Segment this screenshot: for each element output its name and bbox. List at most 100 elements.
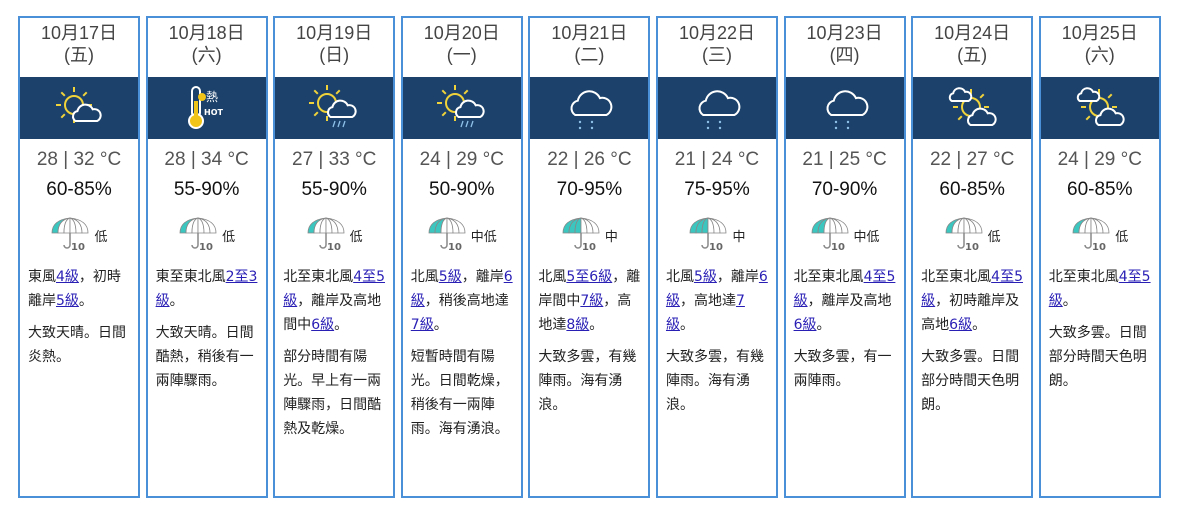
forecast-date: 10月25日 (六) (1041, 18, 1159, 77)
wind-force-link[interactable]: 6級 (410, 269, 513, 309)
wind-forecast: 北至東北風4至5級，離岸及高地間中6級。 (275, 265, 393, 337)
rain-probability: 10 中低 (786, 215, 904, 255)
umbrella-icon: 10 (810, 215, 850, 255)
umbrella-icon: 10 (427, 215, 467, 255)
weekday-label: (二) (574, 45, 605, 65)
wind-force-link[interactable]: 4至5級 (283, 269, 386, 309)
wind-text: 東風 (28, 269, 56, 285)
wind-force-link[interactable]: 6級 (949, 317, 973, 333)
svg-text:10: 10 (965, 242, 979, 251)
wind-forecast: 北風5級，離岸6級，稍後高地達 7級。 (403, 265, 521, 337)
sunny-showers-icon (436, 85, 485, 128)
wind-text: 北至東北風 (793, 269, 864, 285)
wind-text: ，離岸 (716, 269, 759, 285)
rain-icon (826, 90, 868, 130)
wind-force-link[interactable]: 4至5級 (1048, 269, 1151, 309)
wind-forecast: 東風4級，初時離岸5級。 (20, 265, 138, 313)
temperature-range: 28 | 34 °C (164, 149, 249, 170)
forecast-day-card: 10月24日 (五) 22 | 27 °C 60-85% 10 低 北至東北風4至5… (911, 16, 1034, 498)
rain-icon (698, 90, 741, 130)
wind-text: ，離岸及高地間中 (283, 293, 382, 333)
wind-force-link[interactable]: 7級 (410, 317, 434, 333)
wind-force-link[interactable]: 4至5級 (793, 269, 896, 309)
wind-text: ，初時離岸及高地 (921, 293, 1020, 333)
temperature-range: 24 | 29 °C (1057, 149, 1142, 170)
wind-text: 東至東北風 (155, 269, 226, 285)
rain-probability: 10 低 (913, 215, 1031, 255)
date-label: 10月23日 (806, 23, 883, 43)
weekday-label: (六) (191, 45, 222, 65)
rain-probability: 10 低 (275, 215, 393, 255)
psr-label: 中低 (470, 229, 497, 245)
weather-description: 大致多雲，有幾陣雨。海有湧浪。 (538, 349, 637, 413)
wind-text: 北至東北風 (921, 269, 992, 285)
wind-force-link[interactable]: 2至3級 (155, 269, 258, 309)
wind-force-link[interactable]: 4至5級 (921, 269, 1023, 309)
wind-text: ，稍後高地達 (424, 293, 509, 309)
svg-text:10: 10 (448, 242, 462, 251)
umbrella-icon: 10 (561, 215, 601, 255)
psr-label: 低 (222, 229, 236, 245)
forecast-date: 10月24日 (五) (913, 18, 1031, 77)
wind-force-link[interactable]: 6級 (665, 269, 768, 309)
umbrella-icon: 10 (50, 215, 90, 255)
wind-text: 。 (169, 293, 184, 309)
rain-probability: 10 中 (658, 215, 776, 255)
umbrella-icon: 10 (688, 215, 728, 255)
weather-description: 大致多雲。日間部分時間天色明朗。 (921, 349, 1020, 413)
svg-text:10: 10 (1092, 242, 1106, 251)
svg-text:10: 10 (71, 242, 85, 251)
wind-force-link[interactable]: 7級 (580, 293, 604, 309)
forecast-day-card: 10月17日 (五) 28 | 32 °C 60-85% 10 低 東風4級，初時離… (18, 16, 140, 498)
date-label: 10月21日 (551, 23, 628, 43)
wind-forecast: 北至東北風4至5級，離岸及高地 6級。 (786, 265, 904, 337)
forecast-date: 10月20日 (一) (403, 18, 521, 77)
rain-probability: 10 低 (148, 215, 266, 255)
sunny-intervals-icon (1076, 87, 1125, 126)
wind-force-link[interactable]: 5至6級 (566, 269, 613, 285)
wind-force-link[interactable]: 6級 (311, 317, 335, 333)
forecast-day-card: 10月25日 (六) 24 | 29 °C 60-85% 10 低 北至東北風4至5… (1038, 16, 1161, 498)
wind-force-link[interactable]: 5級 (693, 269, 717, 285)
temperature-range: 21 | 25 °C (802, 149, 887, 170)
forecast-date: 10月23日 (四) (786, 18, 904, 77)
wind-force-link[interactable]: 5級 (438, 269, 462, 285)
humidity-range: 70-90% (811, 179, 878, 200)
wind-text: ，離岸及高地 (807, 293, 892, 309)
weather-icon-band (402, 77, 521, 139)
wind-force-link[interactable]: 6級 (793, 317, 817, 333)
date-label: 10月25日 (1061, 23, 1138, 43)
humidity-range: 70-95% (556, 179, 623, 200)
wind-text: 北至東北風 (1048, 269, 1119, 285)
weather-icon-band (20, 77, 138, 139)
psr-label: 低 (987, 229, 1001, 245)
date-label: 10月22日 (678, 23, 755, 43)
umbrella-icon: 10 (944, 215, 984, 255)
forecast-day-card: 10月20日 (一) 24 | 29 °C 50-90% 10 中低 北風5級，離岸… (400, 16, 523, 498)
temperature-range: 22 | 26 °C (547, 149, 632, 170)
wind-text: 。 (433, 317, 448, 333)
wind-text: 北風 (665, 269, 694, 285)
wind-force-link[interactable]: 5級 (56, 293, 79, 309)
weekday-label: (六) (1084, 45, 1115, 65)
weather-icon-band: 熱 HOT (147, 77, 266, 139)
wind-text: ，高地達 (538, 293, 632, 333)
nine-day-forecast: 10月17日 (五) 28 | 32 °C 60-85% 10 低 東風4級，初時離… (18, 16, 1161, 498)
rain-probability: 10 中 (530, 215, 648, 255)
humidity-range: 50-90% (429, 179, 495, 200)
rain-icon (570, 90, 613, 130)
svg-text:10: 10 (709, 242, 723, 251)
weather-icon-band (913, 77, 1032, 139)
date-label: 10月24日 (934, 23, 1011, 43)
wind-text: 。 (334, 317, 349, 333)
weather-description: 大致多雲，有一兩陣雨。 (793, 349, 892, 389)
wind-force-link[interactable]: 4級 (56, 269, 79, 285)
psr-label: 中 (732, 229, 746, 245)
wind-force-link[interactable]: 8級 (566, 317, 590, 333)
svg-text:10: 10 (582, 242, 596, 251)
wind-text: 。 (972, 317, 987, 333)
forecast-date: 10月17日 (五) (20, 18, 138, 77)
forecast-day-card: 10月23日 (四) 21 | 25 °C 70-90% 10 中低 北至東北風4至… (783, 16, 906, 498)
weekday-label: (五) (957, 45, 988, 65)
wind-force-link[interactable]: 7級 (665, 293, 745, 333)
